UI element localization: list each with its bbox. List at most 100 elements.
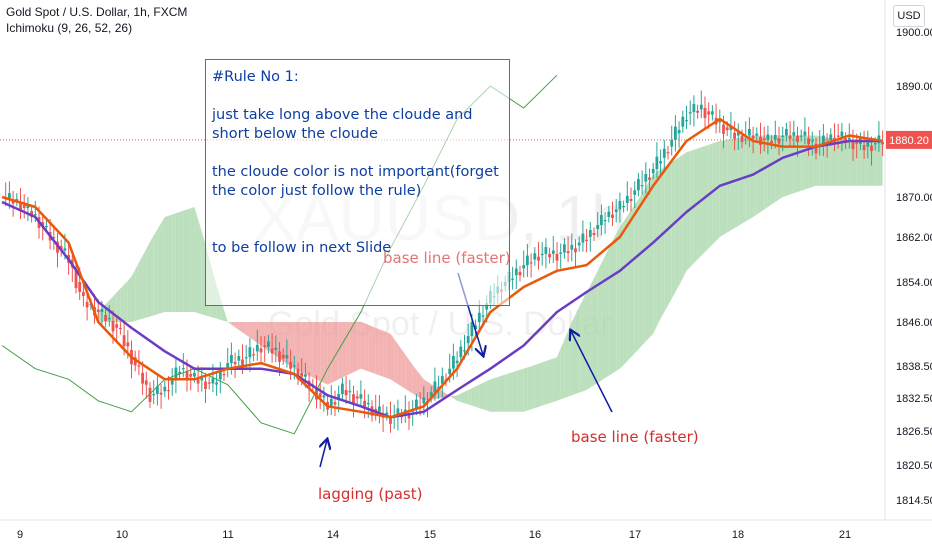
cloud-segment (786, 135, 791, 196)
cloud-segment (856, 141, 861, 186)
candle-body (52, 237, 56, 239)
cloud-segment (349, 322, 354, 374)
cloud-segment (742, 136, 746, 224)
cloud-segment (305, 322, 310, 376)
cloud-segment (627, 210, 631, 362)
cloud-segment (619, 221, 624, 369)
cloud-segment (138, 255, 143, 320)
cloud-segment (335, 322, 339, 382)
cloud-segment (142, 248, 147, 319)
candle-body (751, 135, 755, 139)
candle-body (363, 400, 366, 407)
cloud-segment (812, 135, 816, 188)
candle-body (485, 303, 489, 310)
candle-body (463, 350, 466, 352)
cloud-segment (816, 135, 820, 186)
cloud-segment (164, 215, 169, 312)
candle-body (592, 233, 596, 235)
candle-body (822, 135, 825, 145)
last-price-tag (886, 130, 932, 149)
price-tick-label: 1890.00 (896, 81, 932, 93)
note-color: the cloude color is not important(forget… (212, 164, 499, 199)
symbol-label[interactable]: Gold Spot / U.S. Dollar, 1h, FXCM (6, 5, 188, 19)
candle-body (74, 270, 78, 289)
candle-body (185, 371, 189, 381)
indicator-label[interactable]: Ichimoku (9, 26, 52, 26) (6, 21, 133, 35)
time-tick-label: 11 (222, 529, 233, 541)
candle-body (252, 354, 255, 356)
cloud-segment (497, 375, 502, 412)
candle-body (278, 351, 281, 362)
cloud-segment (194, 207, 199, 314)
cloud-segment (390, 333, 395, 382)
candle-body (374, 409, 378, 412)
candle-body (585, 239, 588, 241)
candle-body (766, 134, 770, 140)
candle-body (422, 397, 426, 404)
cloud-segment (616, 227, 620, 372)
candle-body (352, 394, 355, 403)
cloud-segment (483, 381, 487, 411)
cloud-segment (871, 141, 876, 186)
cloud-segment (601, 255, 606, 381)
candle-body (518, 271, 522, 276)
cloud-segment (760, 135, 765, 212)
candle-body (296, 368, 300, 380)
candle-body (618, 201, 622, 210)
candle-body (762, 138, 766, 140)
cloud-segment (557, 348, 561, 401)
cloud-segment (224, 309, 228, 322)
candle-body (533, 253, 537, 260)
candle-body (33, 214, 37, 216)
candle-body (181, 368, 185, 370)
cloud-segment (453, 395, 458, 401)
candle-body (788, 135, 792, 139)
time-tick-label: 9 (17, 529, 23, 541)
cloud-segment (864, 141, 868, 186)
candle-body (633, 190, 637, 195)
candle-body (692, 104, 696, 113)
candle-body (270, 348, 274, 354)
candle-body (651, 169, 655, 174)
candle-body (681, 116, 685, 127)
cloud-segment (508, 372, 513, 412)
candle-body (189, 374, 193, 377)
candle-body (607, 211, 611, 217)
currency-button[interactable]: USD (893, 5, 925, 27)
cloud-segment (109, 296, 113, 322)
note-title: #Rule No 1: (212, 69, 299, 85)
cloud-segment (227, 322, 232, 325)
candle-body (344, 390, 348, 396)
candle-body (603, 220, 607, 222)
cloud-segment (198, 219, 202, 315)
cloud-segment (516, 369, 520, 412)
candle-body (407, 412, 411, 419)
cloud-segment (342, 322, 347, 378)
cloud-segment (527, 366, 532, 411)
cloud-segment (571, 314, 576, 396)
cloud-segment (782, 135, 787, 197)
candle-body (304, 374, 307, 377)
cloud-segment (187, 208, 191, 312)
cloud-segment (386, 332, 391, 380)
candle-body (514, 268, 518, 276)
candle-body (281, 354, 285, 359)
cloud-segment (797, 135, 802, 193)
cloud-segment (756, 135, 761, 215)
candle-body (674, 126, 677, 140)
candle-body (755, 133, 759, 136)
cloud-segment (867, 141, 872, 186)
cloud-segment (409, 359, 413, 394)
time-tick-label: 14 (327, 529, 339, 541)
cloud-segment (331, 322, 335, 383)
candle-body (322, 395, 326, 398)
cloud-segment (357, 322, 361, 371)
candle-body (588, 230, 592, 237)
cloud-segment (878, 141, 883, 186)
cloud-segment (749, 135, 754, 220)
candle-body (433, 381, 437, 393)
candle-body (685, 120, 688, 122)
candle-body (807, 138, 810, 145)
